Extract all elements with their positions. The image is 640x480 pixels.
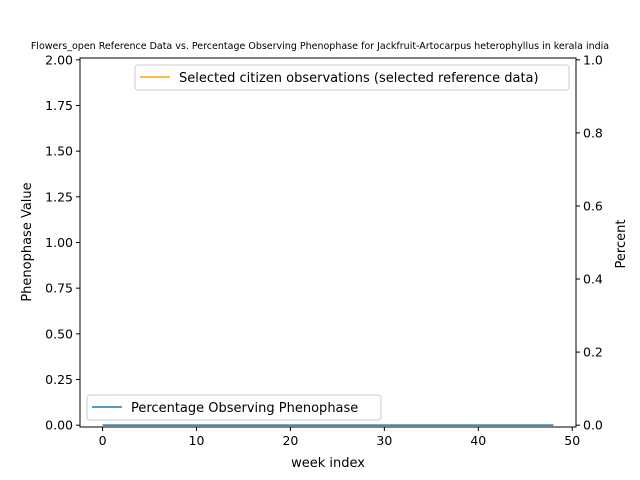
x-tick-label: 0 <box>99 433 107 448</box>
y-left-tick-label: 1.50 <box>45 144 73 159</box>
x-tick-label: 10 <box>189 433 205 448</box>
y-axis-left: 0.00 0.25 0.50 0.75 1.00 1.25 1.50 1.75 2.00 <box>45 52 80 433</box>
x-tick-label: 30 <box>376 433 392 448</box>
y-left-tick-label: 0.50 <box>45 326 73 341</box>
y-left-tick-label: 1.00 <box>45 235 73 250</box>
legend-label-percentage: Percentage Observing Phenophase <box>131 401 358 416</box>
y-left-tick-label: 1.25 <box>45 189 73 204</box>
legend-label-reference: Selected citizen observations (selected … <box>179 71 539 86</box>
y-right-tick-label: 0.2 <box>583 345 603 360</box>
y-left-tick-label: 2.00 <box>45 52 73 67</box>
y-axis-right-label: Percent <box>614 220 629 269</box>
y-axis-right: 0.0 0.2 0.4 0.6 0.8 1.0 <box>576 52 603 433</box>
y-right-tick-label: 0.4 <box>583 272 603 287</box>
y-left-tick-label: 1.75 <box>45 98 73 113</box>
x-tick-label: 40 <box>470 433 486 448</box>
legend-bottom-left-box <box>86 394 382 421</box>
x-tick-label: 50 <box>564 433 580 448</box>
y-right-tick-label: 0.0 <box>583 418 603 433</box>
y-right-tick-label: 0.6 <box>583 198 603 213</box>
y-left-tick-label: 0.75 <box>45 281 73 296</box>
y-axis-left-label: Phenophase Value <box>20 182 35 301</box>
y-left-tick-label: 0.00 <box>45 418 73 433</box>
plot-frame <box>79 57 577 428</box>
legend-top-right-box <box>134 64 570 91</box>
y-left-tick-label: 0.25 <box>45 372 73 387</box>
legend-bottom-left: Percentage Observing Phenophase <box>86 394 382 421</box>
y-right-tick-label: 0.8 <box>583 125 603 140</box>
chart-title: Flowers_open Reference Data vs. Percenta… <box>31 41 609 52</box>
x-axis: 0 10 20 30 40 50 <box>99 427 580 448</box>
y-right-tick-label: 1.0 <box>583 52 603 67</box>
legend-top-right: Selected citizen observations (selected … <box>134 64 570 91</box>
x-tick-label: 20 <box>282 433 298 448</box>
x-axis-label: week index <box>291 456 365 471</box>
